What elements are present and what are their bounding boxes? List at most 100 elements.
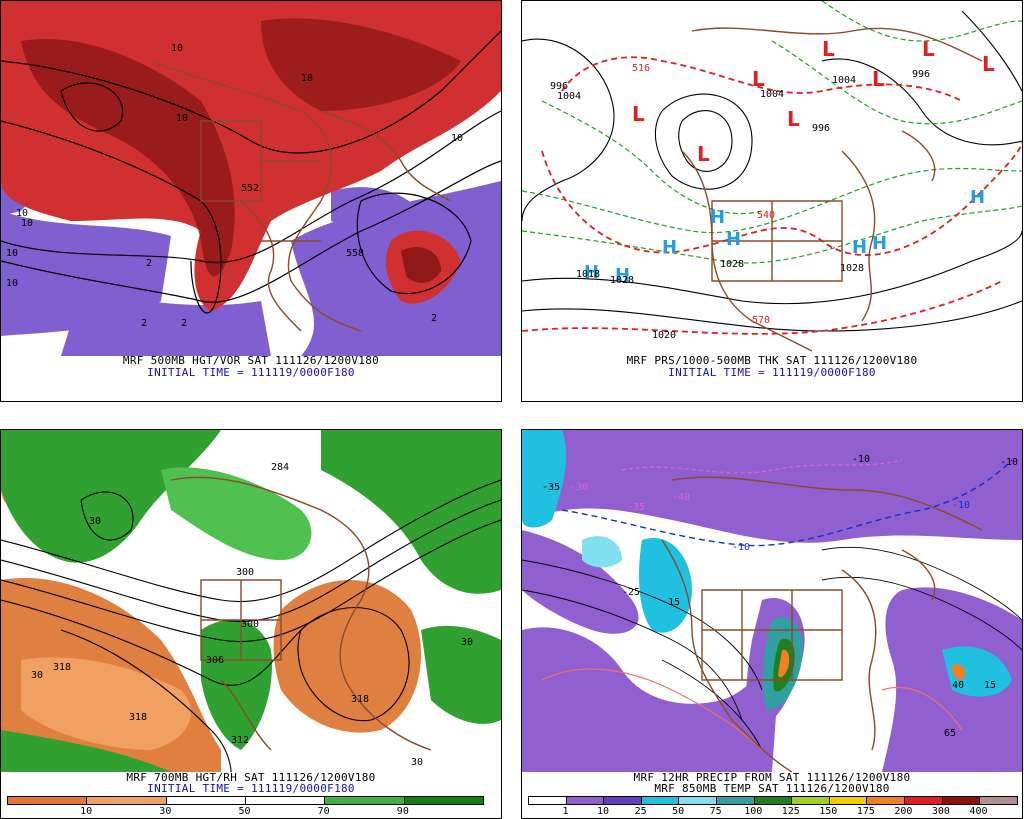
precip-colorbar-labels: 1 10 25 50 75 100 125 150 175 200 300 400	[528, 806, 1016, 818]
rh-region-dry	[273, 580, 421, 733]
map-label: -10	[852, 454, 870, 465]
low-pressure-symbol: L	[697, 142, 710, 166]
map-label: 10	[16, 208, 28, 219]
map-label: 10	[171, 43, 183, 54]
panel-sfc-pressure-thickness: L L L L L L L L H H H H H H H H 516 996 …	[521, 0, 1023, 402]
rh-colorbar-labels: 10 30 50 70 90	[7, 806, 482, 818]
map-label: 10	[6, 248, 18, 259]
colorbar-swatch	[678, 797, 717, 804]
high-pressure-symbol: H	[726, 229, 741, 250]
map-label: -35	[542, 482, 560, 493]
colorbar-swatch	[640, 797, 679, 804]
map-label: 10	[176, 113, 188, 124]
colorbar-swatch	[866, 797, 905, 804]
colorbar-swatch	[403, 797, 483, 804]
map-label: 318	[129, 712, 147, 723]
high-pressure-symbol: H	[710, 207, 725, 228]
panel-caption: MRF 500MB HGT/VOR SAT 111126/1200V180	[122, 354, 380, 367]
high-pressure-symbol: H	[615, 265, 630, 286]
map-label: 1004	[832, 75, 856, 86]
colorbar-swatch	[941, 797, 980, 804]
map-label: 10	[451, 133, 463, 144]
colorbar-label: 1	[562, 806, 569, 817]
high-pressure-symbol: H	[662, 237, 677, 258]
precip-region-moderate	[639, 538, 692, 633]
map-label: 2	[181, 318, 187, 329]
precip-region-light	[522, 627, 782, 772]
map-label: 30	[89, 516, 101, 527]
map-label: -10	[1000, 457, 1018, 468]
vort-region-dark	[261, 18, 461, 111]
low-pressure-symbol: L	[787, 107, 800, 131]
precip-region-heavy	[952, 664, 966, 680]
map-sfc-pressure: L L L L L L L L H H H H H H H H 516 996 …	[522, 1, 1022, 356]
colorbar-swatch	[603, 797, 641, 804]
map-label: 1018	[576, 269, 600, 280]
precip-region-heavy	[778, 649, 790, 678]
map-label: -35	[627, 502, 645, 513]
colorbar-label: 10	[597, 806, 610, 817]
map-12hr-precip: -35 -40 -25 -15 -10 -10 -10 -10 40 65 15…	[522, 430, 1022, 772]
panel-700mb-hgt-rh: 284 300 300 306 318 318 312 318 30 30 30…	[0, 429, 502, 819]
colorbar-label: 175	[856, 806, 875, 817]
map-label: 300	[241, 619, 259, 630]
colorbar-label: 200	[894, 806, 913, 817]
rh-colorbar	[7, 796, 484, 805]
colorbar-label: 50	[672, 806, 685, 817]
map-label: 40	[952, 680, 964, 691]
map-label: 996	[550, 81, 568, 92]
panel-initial-time: INITIAL TIME = 111119/0000F180	[668, 366, 876, 379]
map-label: 2	[431, 313, 437, 324]
map-label: 18	[301, 73, 313, 84]
colorbar-label: 100	[744, 806, 763, 817]
map-label: 1020	[652, 330, 676, 341]
map-label: 558	[346, 248, 364, 259]
map-label: 318	[351, 694, 369, 705]
colorbar-label: 70	[317, 806, 330, 817]
rh-region-moist	[421, 625, 501, 724]
panel-initial-time: INITIAL TIME = 111119/0000F180	[147, 782, 355, 795]
colorbar-label: 50	[238, 806, 251, 817]
map-label: 10	[6, 278, 18, 289]
precip-region-moderate	[942, 646, 1012, 697]
colorbar-swatch	[324, 797, 404, 804]
precip-region-light	[522, 530, 639, 634]
colorbar-swatch	[565, 797, 604, 804]
colorbar-swatch	[753, 797, 792, 804]
colorbar-label: 75	[709, 806, 722, 817]
rh-region-dry	[21, 657, 191, 750]
panel-caption: MRF 12HR PRECIP FROM SAT 111126/1200V180	[633, 771, 911, 784]
map-label: 540	[757, 210, 775, 221]
colorbar-label: 400	[969, 806, 988, 817]
map-label: 65	[944, 728, 956, 739]
map-label: 318	[53, 662, 71, 673]
low-pressure-symbol: L	[872, 67, 885, 91]
map-label: 1004	[557, 91, 581, 102]
rh-region-moist	[161, 467, 312, 560]
colorbar-swatch	[86, 797, 166, 804]
map-label: 312	[231, 735, 249, 746]
map-label: 2	[146, 258, 152, 269]
map-label: 30	[31, 670, 43, 681]
low-pressure-symbol: L	[922, 37, 935, 61]
colorbar-swatch	[716, 797, 754, 804]
map-label: 15	[984, 680, 996, 691]
low-pressure-symbol: L	[822, 37, 835, 61]
map-label: 516	[632, 63, 650, 74]
low-pressure-symbol: L	[752, 67, 765, 91]
map-label: 30	[411, 757, 423, 768]
map-label: 306	[206, 655, 224, 666]
rh-region-moist	[321, 430, 501, 594]
panel-initial-time: INITIAL TIME = 111119/0000F180	[147, 366, 355, 379]
precip-region-moderate	[582, 536, 622, 568]
low-pressure-symbol: L	[982, 52, 995, 76]
colorbar-swatch	[165, 797, 245, 804]
panel-500mb-hgt-vor: 10 10 10 10 2 2 10 18 552 2 10 558 2 10 …	[0, 0, 502, 402]
high-pressure-symbol: H	[872, 233, 887, 254]
colorbar-swatch	[828, 797, 867, 804]
colorbar-label: 150	[819, 806, 838, 817]
map-label: 996	[812, 123, 830, 134]
colorbar-swatch	[529, 797, 566, 804]
map-label: -10	[952, 500, 970, 511]
map-label: -10	[732, 542, 750, 553]
